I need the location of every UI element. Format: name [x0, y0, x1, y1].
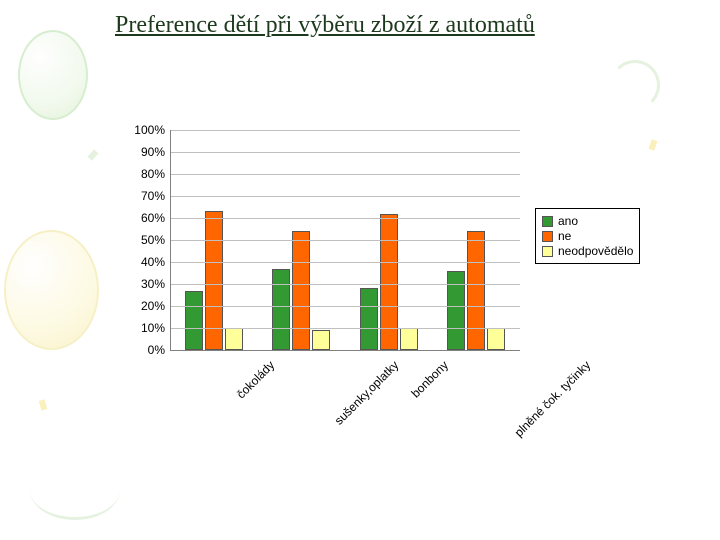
y-tick-label: 20% [110, 299, 165, 313]
bar [185, 291, 203, 350]
y-tick-label: 40% [110, 255, 165, 269]
gridline [170, 130, 520, 131]
legend-label: ne [558, 229, 571, 243]
gridline [170, 196, 520, 197]
y-tick-label: 0% [110, 343, 165, 357]
gridline [170, 174, 520, 175]
gridline [170, 218, 520, 219]
swirl-decor [30, 460, 120, 520]
bar [272, 269, 290, 350]
bar [380, 214, 398, 350]
swirl-decor [610, 60, 660, 110]
confetti-decor [39, 399, 47, 410]
legend-item: neodpovědělo [542, 244, 633, 258]
y-tick-label: 70% [110, 189, 165, 203]
legend-swatch [542, 246, 553, 257]
bar [447, 271, 465, 350]
x-tick-label: čokolády [234, 358, 277, 401]
y-tick-label: 10% [110, 321, 165, 335]
y-tick-label: 50% [110, 233, 165, 247]
gridline [170, 262, 520, 263]
balloon-decor-yellow [4, 230, 99, 350]
page-title: Preference dětí při výběru zboží z autom… [115, 12, 535, 39]
y-tick-label: 100% [110, 123, 165, 137]
y-tick-label: 90% [110, 145, 165, 159]
gridline [170, 284, 520, 285]
chart-legend: anoneneodpovědělo [535, 208, 640, 264]
legend-swatch [542, 216, 553, 227]
bar [360, 288, 378, 350]
y-tick-label: 30% [110, 277, 165, 291]
bar [312, 330, 330, 350]
bar [292, 231, 310, 350]
bar [225, 328, 243, 350]
y-axis-line [170, 130, 171, 350]
gridline [170, 240, 520, 241]
bar [400, 328, 418, 350]
x-axis-labels: čokoládysušenky,oplatkybonbonyplněné čok… [170, 352, 520, 462]
legend-swatch [542, 231, 553, 242]
legend-label: ano [558, 214, 578, 228]
gridline [170, 152, 520, 153]
confetti-decor [87, 149, 98, 161]
plot-area [170, 130, 520, 350]
bar [205, 211, 223, 350]
x-tick-label: sušenky,oplatky [332, 358, 402, 428]
bar [467, 231, 485, 350]
x-tick-label: bonbony [408, 358, 450, 400]
legend-item: ano [542, 214, 633, 228]
x-tick-label: plněné čok. tyčinky [512, 358, 594, 440]
gridline [170, 350, 520, 351]
y-tick-label: 80% [110, 167, 165, 181]
gridline [170, 328, 520, 329]
balloon-decor-green [18, 30, 88, 120]
preferences-chart: 0%10%20%30%40%50%60%70%80%90%100% čokolá… [110, 130, 650, 470]
gridline [170, 306, 520, 307]
legend-item: ne [542, 229, 633, 243]
bar [487, 328, 505, 350]
legend-label: neodpovědělo [558, 244, 633, 258]
y-tick-label: 60% [110, 211, 165, 225]
